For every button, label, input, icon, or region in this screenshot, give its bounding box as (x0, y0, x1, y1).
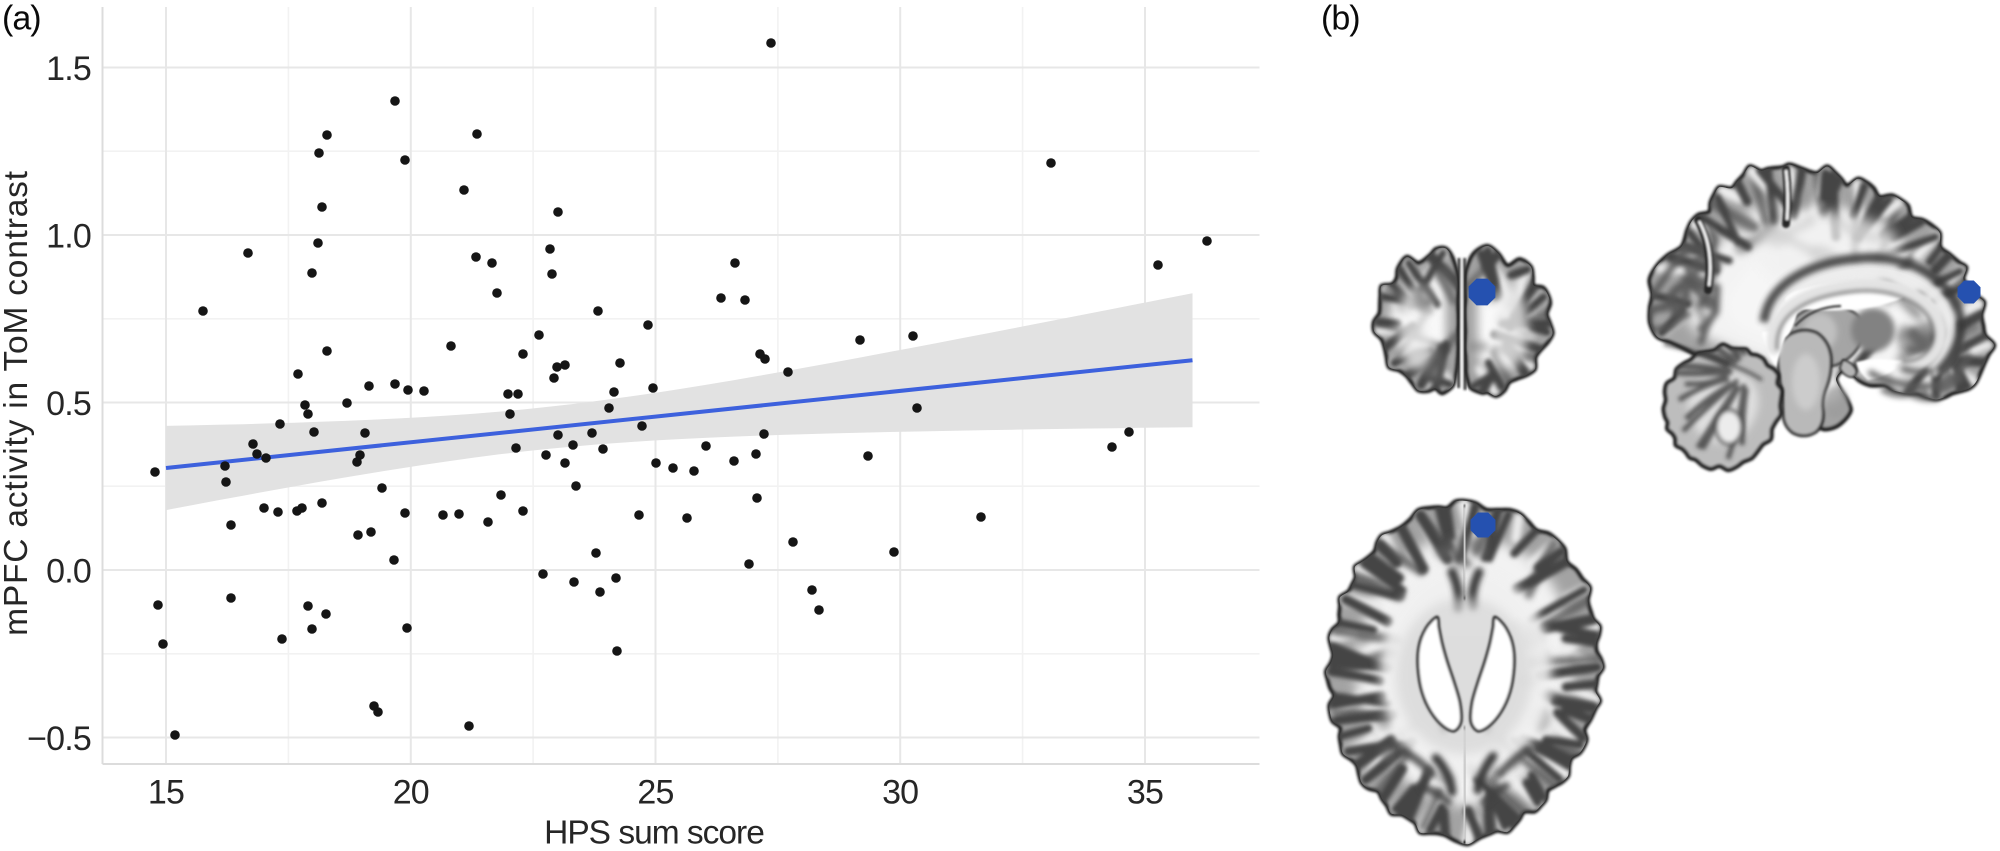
svg-text:25: 25 (637, 773, 673, 811)
svg-text:(a): (a) (2, 0, 41, 38)
svg-text:HPS sum score: HPS sum score (544, 814, 764, 851)
svg-text:15: 15 (148, 773, 184, 811)
svg-text:0.5: 0.5 (46, 385, 91, 423)
svg-text:mPFC activity in ToM contrast: mPFC activity in ToM contrast (0, 170, 35, 636)
svg-text:1.5: 1.5 (46, 50, 91, 88)
svg-text:(b): (b) (1321, 0, 1360, 38)
svg-text:30: 30 (882, 773, 918, 811)
svg-text:1.0: 1.0 (46, 217, 91, 255)
svg-text:20: 20 (393, 773, 429, 811)
svg-text:−0.5: −0.5 (27, 720, 91, 758)
svg-text:0.0: 0.0 (46, 552, 91, 590)
svg-text:35: 35 (1127, 773, 1163, 811)
